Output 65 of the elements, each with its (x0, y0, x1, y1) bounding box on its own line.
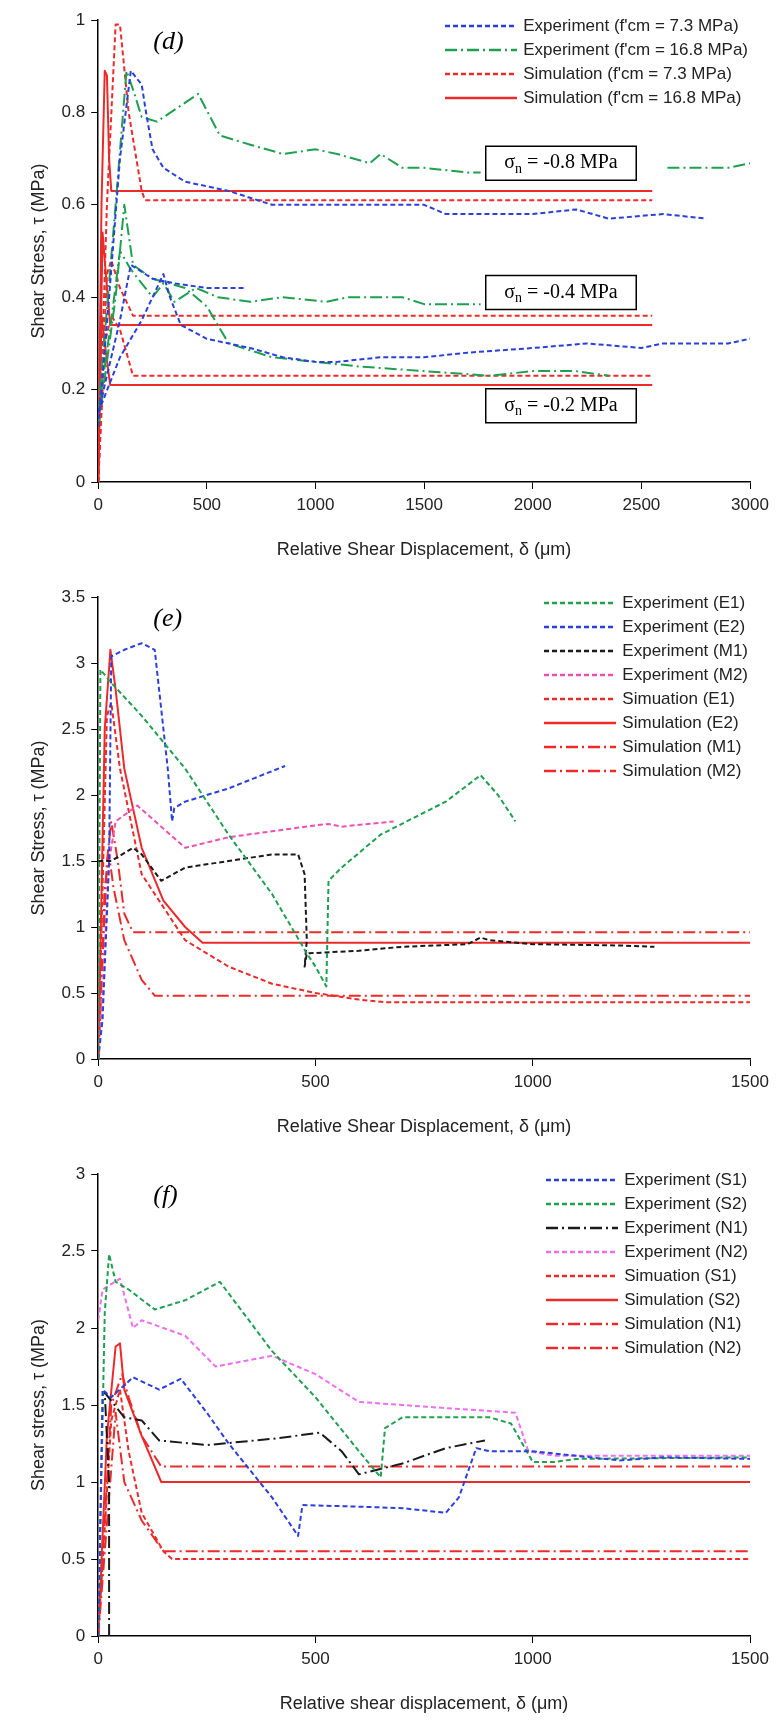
y-tick-label: 1.5 (61, 1394, 86, 1414)
x-tick-label: 500 (192, 494, 222, 514)
x-tick-label: 0 (93, 494, 103, 514)
legend-label: Experiment (S1) (624, 1169, 748, 1191)
y-tick-label: 0.6 (61, 194, 86, 214)
x-axis-title: Relative Shear Displacement, δ (μm) (276, 539, 572, 560)
x-tick-label: 500 (301, 1071, 330, 1091)
legend-label: Simulation (M2) (622, 760, 742, 782)
annotation: (f) (153, 1179, 178, 1209)
legend-label: Simulation (M1) (622, 736, 742, 758)
y-tick-label: 2 (75, 1317, 86, 1337)
legend-label: Experiment (E2) (622, 616, 746, 638)
legend-label: Simulation (N1) (624, 1313, 742, 1335)
legend-label: Simulation (f'cm = 16.8 MPa) (523, 87, 742, 109)
y-tick-label: 3 (75, 652, 86, 672)
x-tick-label: 1000 (513, 1648, 552, 1668)
x-axis-title: Relative shear displacement, δ (μm) (279, 1693, 569, 1714)
y-tick-label: 0.5 (61, 982, 86, 1002)
x-tick-label: 1000 (296, 494, 335, 514)
y-tick-label: 2.5 (61, 718, 86, 738)
y-tick-label: 0 (75, 1625, 86, 1645)
legend-label: Simulation (N2) (624, 1337, 742, 1359)
y-axis-title: Shear stress, τ (MPa) (27, 1318, 48, 1492)
x-tick-label: 500 (301, 1648, 330, 1668)
legend-label: Experiment (N1) (624, 1217, 748, 1239)
y-tick-label: 1 (75, 1471, 86, 1491)
legend-label: Simuation (E1) (622, 688, 735, 710)
y-tick-label: 0.2 (61, 379, 86, 399)
legend-label: Experiment (N2) (624, 1241, 748, 1263)
x-tick-label: 1500 (405, 494, 444, 514)
y-tick-label: 0.5 (61, 1548, 86, 1568)
legend-label: Experiment (S2) (624, 1193, 748, 1215)
x-tick-label: 2000 (513, 494, 552, 514)
x-tick-label: 3000 (731, 494, 769, 514)
legend-label: Experiment (f'cm = 16.8 MPa) (523, 39, 748, 61)
y-tick-label: 0.4 (61, 286, 86, 306)
x-axis-title: Relative Shear Displacement, δ (μm) (276, 1116, 572, 1137)
legend-label: Simuation (S1) (624, 1265, 737, 1287)
legend-label: Experiment (f'cm = 7.3 MPa) (523, 15, 739, 37)
legend-label: Simulation (E2) (622, 712, 739, 734)
legend-label: Simulation (f'cm = 7.3 MPa) (523, 63, 732, 85)
x-tick-label: 1500 (731, 1648, 769, 1668)
y-axis-title: Shear Stress, τ (MPa) (27, 740, 48, 916)
annotation: (e) (153, 602, 183, 632)
legend-label: Experiment (E1) (622, 592, 746, 614)
y-tick-label: 2 (75, 784, 86, 804)
y-axis-title: Shear Stress, τ (MPa) (27, 163, 48, 339)
legend-label: Experiment (M1) (622, 640, 748, 662)
x-tick-label: 1000 (513, 1071, 552, 1091)
y-tick-label: 1 (75, 9, 86, 29)
x-tick-label: 2500 (622, 494, 661, 514)
y-tick-label: 3.5 (61, 586, 86, 606)
y-tick-label: 1.5 (61, 850, 86, 870)
y-tick-label: 1 (75, 916, 86, 936)
x-tick-label: 0 (93, 1071, 103, 1091)
y-tick-label: 2.5 (61, 1240, 86, 1260)
legend-label: Experiment (M2) (622, 664, 748, 686)
y-tick-label: 0 (75, 471, 86, 491)
x-tick-label: 0 (93, 1648, 103, 1668)
y-tick-label: 0.8 (61, 102, 86, 122)
legend-label: Simulation (S2) (624, 1289, 741, 1311)
annotation: (d) (153, 25, 184, 55)
x-tick-label: 1500 (731, 1071, 769, 1091)
y-tick-label: 0 (75, 1048, 86, 1068)
y-tick-label: 3 (75, 1163, 86, 1183)
